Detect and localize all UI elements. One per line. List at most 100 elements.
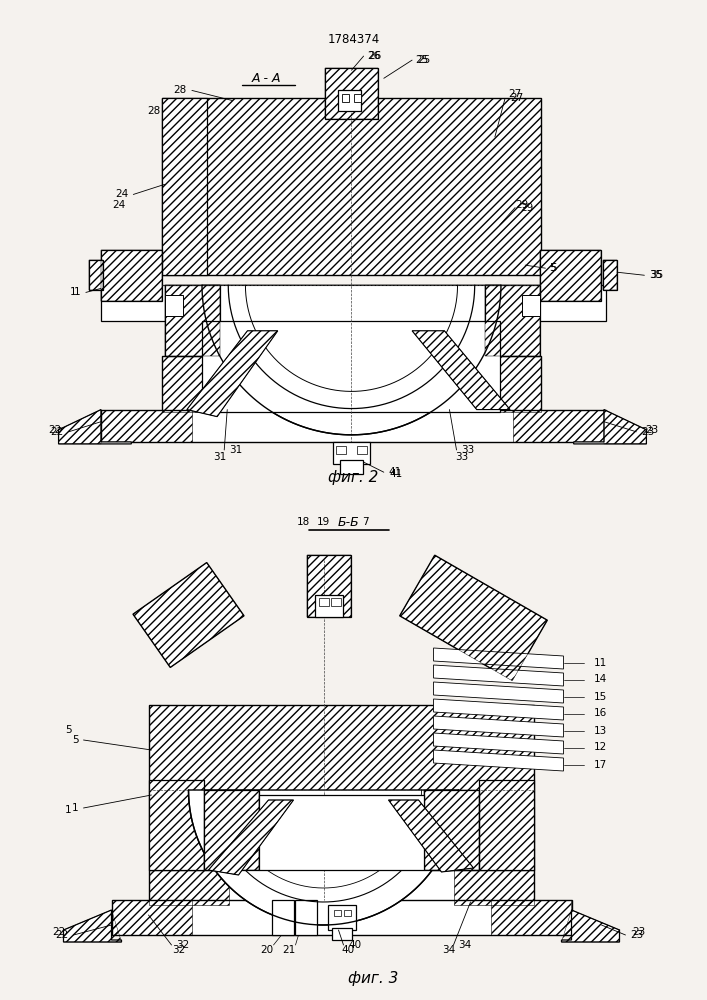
Bar [327, 905, 356, 930]
Text: 22: 22 [48, 425, 62, 435]
Bar [540, 250, 601, 300]
Text: 23: 23 [641, 427, 655, 437]
Bar [148, 705, 534, 870]
Text: фиг. 3: фиг. 3 [349, 970, 399, 986]
Bar [204, 790, 259, 870]
Bar [204, 790, 259, 870]
Bar [162, 98, 542, 275]
Polygon shape [433, 750, 563, 771]
Bar [522, 295, 540, 316]
Text: 25: 25 [416, 55, 429, 65]
Text: 1784374: 1784374 [327, 33, 380, 46]
Text: 35: 35 [650, 270, 663, 280]
Text: A - A: A - A [252, 72, 281, 85]
Text: 34: 34 [442, 945, 455, 955]
Polygon shape [433, 665, 563, 686]
Bar [148, 705, 534, 870]
Bar [423, 790, 479, 870]
Text: 27: 27 [510, 93, 523, 103]
Bar [513, 410, 604, 442]
Bar [307, 555, 351, 617]
Text: 5: 5 [65, 725, 72, 735]
Text: 23: 23 [632, 927, 645, 937]
Text: 15: 15 [593, 692, 607, 702]
Bar [101, 410, 192, 442]
Text: 11: 11 [593, 658, 607, 668]
Text: 22: 22 [50, 427, 64, 437]
Text: 23: 23 [631, 930, 644, 940]
Text: 13: 13 [593, 726, 607, 736]
Bar [333, 442, 370, 464]
Text: 20: 20 [260, 945, 273, 955]
Text: 17: 17 [593, 760, 607, 770]
Text: Б-Б: Б-Б [338, 516, 359, 528]
Text: 1: 1 [69, 287, 76, 297]
Bar [162, 356, 542, 412]
Polygon shape [389, 800, 474, 872]
Text: 12: 12 [593, 742, 607, 752]
Bar [344, 910, 351, 916]
Text: 29: 29 [520, 203, 533, 213]
Polygon shape [133, 563, 244, 667]
Text: 40: 40 [342, 945, 355, 955]
Polygon shape [202, 285, 501, 435]
Bar [354, 94, 361, 102]
Bar [330, 598, 341, 606]
Bar [165, 285, 220, 356]
Text: 26: 26 [368, 51, 382, 61]
Bar [318, 598, 329, 606]
Text: 22: 22 [52, 927, 65, 937]
Text: 31: 31 [214, 452, 227, 462]
Text: 33: 33 [455, 452, 468, 462]
Text: 33: 33 [462, 445, 475, 455]
Bar [89, 260, 103, 290]
Polygon shape [433, 648, 563, 669]
Text: 7: 7 [362, 517, 369, 527]
Text: 27: 27 [508, 89, 522, 99]
Text: 1: 1 [74, 287, 81, 297]
Bar [162, 98, 542, 275]
Bar [148, 870, 534, 905]
Polygon shape [561, 910, 619, 942]
Text: 5: 5 [551, 263, 557, 273]
Polygon shape [399, 555, 547, 681]
Polygon shape [573, 410, 646, 444]
Bar [332, 928, 351, 940]
Bar [162, 356, 542, 412]
Bar [101, 250, 162, 300]
Bar [453, 870, 534, 905]
Polygon shape [433, 716, 563, 737]
Polygon shape [433, 733, 563, 754]
Bar [603, 260, 617, 290]
Bar [325, 68, 378, 119]
Bar [307, 555, 351, 617]
Bar [259, 795, 423, 870]
Polygon shape [433, 682, 563, 703]
Text: 19: 19 [317, 517, 330, 527]
Bar [334, 910, 341, 916]
Text: 26: 26 [367, 51, 380, 61]
Bar [148, 780, 204, 870]
Bar [423, 790, 479, 870]
Text: 24: 24 [115, 189, 128, 199]
Polygon shape [64, 910, 122, 942]
Bar [540, 250, 601, 300]
Bar [603, 260, 617, 290]
Bar [165, 295, 183, 316]
Bar [101, 285, 606, 321]
Bar [148, 870, 228, 905]
Polygon shape [59, 410, 132, 444]
Bar [202, 321, 500, 412]
Text: 28: 28 [174, 85, 187, 95]
Text: фиг. 2: фиг. 2 [328, 470, 379, 485]
Bar [112, 900, 192, 935]
Bar [101, 250, 162, 300]
Text: 40: 40 [349, 940, 361, 950]
Bar [491, 900, 571, 935]
Polygon shape [412, 331, 510, 410]
Bar [101, 410, 606, 442]
Polygon shape [433, 699, 563, 720]
Text: 16: 16 [593, 708, 607, 718]
Text: 31: 31 [229, 445, 243, 455]
Bar [340, 460, 363, 474]
